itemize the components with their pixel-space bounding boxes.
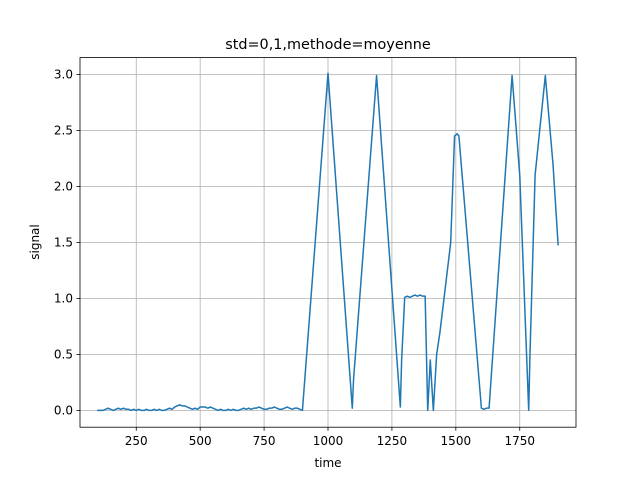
x-tick-label: 1250	[377, 434, 408, 448]
ticks: 250 500 750 1000 1250 1500 1750 0.0 0.5 1.0 1.5 2.0…	[54, 68, 535, 449]
x-tick-label: 1500	[441, 434, 472, 448]
y-tick-label: 2.5	[54, 124, 73, 138]
x-tick-label: 500	[189, 434, 212, 448]
series-layer	[97, 72, 559, 412]
x-axis-label: time	[314, 456, 341, 470]
x-tick-label: 1750	[504, 434, 535, 448]
y-tick-label: 1.5	[54, 236, 73, 250]
chart-title: std=0,1,methode=moyenne	[225, 37, 431, 53]
y-tick-label: 1.0	[54, 292, 73, 306]
x-tick-label: 250	[125, 434, 148, 448]
y-tick-label: 0.0	[54, 404, 73, 418]
y-tick-label: 0.5	[54, 348, 73, 362]
y-tick-label: 3.0	[54, 68, 73, 82]
x-tick-label: 750	[253, 434, 276, 448]
signal-series-line	[97, 72, 559, 412]
y-tick-label: 2.0	[54, 180, 73, 194]
y-axis-label: signal	[28, 224, 42, 260]
x-tick-label: 1000	[313, 434, 344, 448]
